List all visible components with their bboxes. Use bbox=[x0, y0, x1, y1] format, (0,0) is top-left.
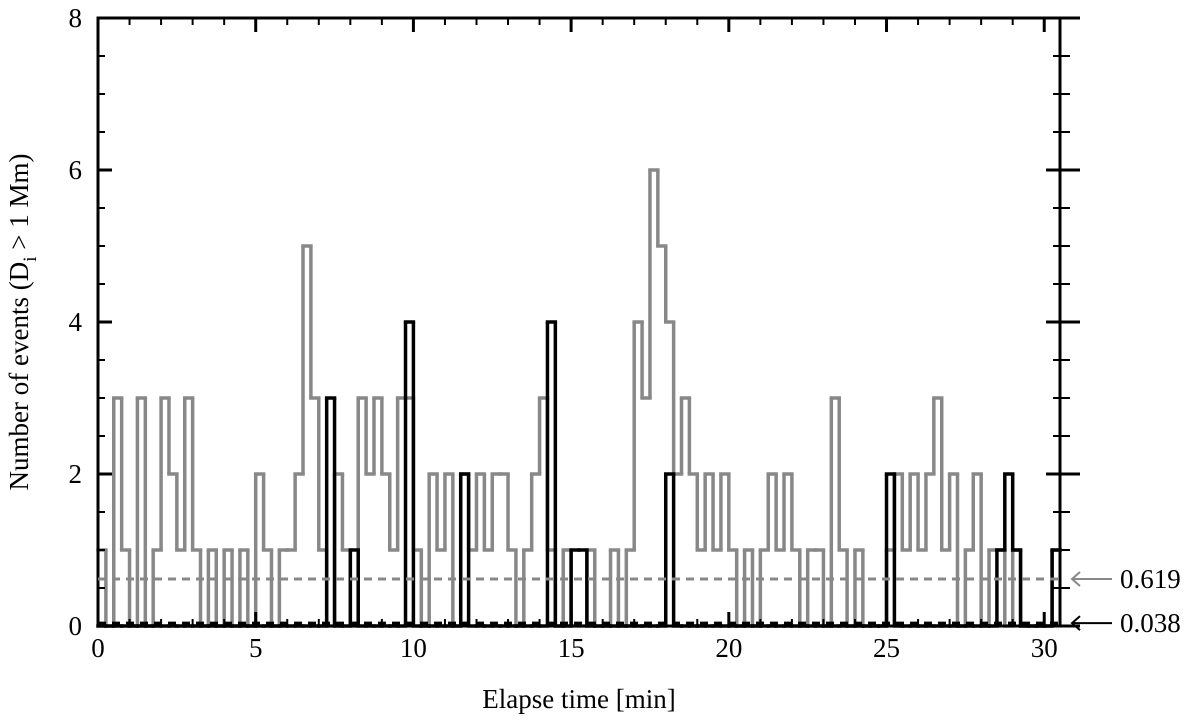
x-axis-label: Elapse time [min] bbox=[482, 684, 675, 714]
arrow-head bbox=[1070, 615, 1081, 631]
y-axis-label-part: > 1 Mm) bbox=[4, 154, 34, 257]
x-tick-label: 10 bbox=[400, 633, 427, 663]
mean-label: 0.038 bbox=[1120, 608, 1181, 638]
y-axis-label-sub: i bbox=[20, 257, 41, 262]
x-tick-label: 0 bbox=[91, 633, 105, 663]
y-tick-label: 2 bbox=[69, 459, 83, 489]
x-tick-label: 25 bbox=[873, 633, 900, 663]
mean-label: 0.619 bbox=[1120, 564, 1181, 594]
x-tick-label: 30 bbox=[1031, 633, 1058, 663]
y-tick-label: 8 bbox=[69, 3, 83, 33]
x-tick-label: 20 bbox=[715, 633, 742, 663]
y-tick-label: 0 bbox=[69, 611, 83, 641]
y-tick-label: 4 bbox=[69, 307, 83, 337]
y-tick-label: 6 bbox=[69, 155, 83, 185]
y-axis-label: Number of events (Di > 1 Mm) bbox=[4, 154, 41, 491]
x-tick-label: 15 bbox=[558, 633, 585, 663]
y-axis-label-part: Number of events (D bbox=[4, 262, 34, 491]
arrow-head bbox=[1070, 571, 1081, 587]
x-tick-label: 5 bbox=[249, 633, 263, 663]
